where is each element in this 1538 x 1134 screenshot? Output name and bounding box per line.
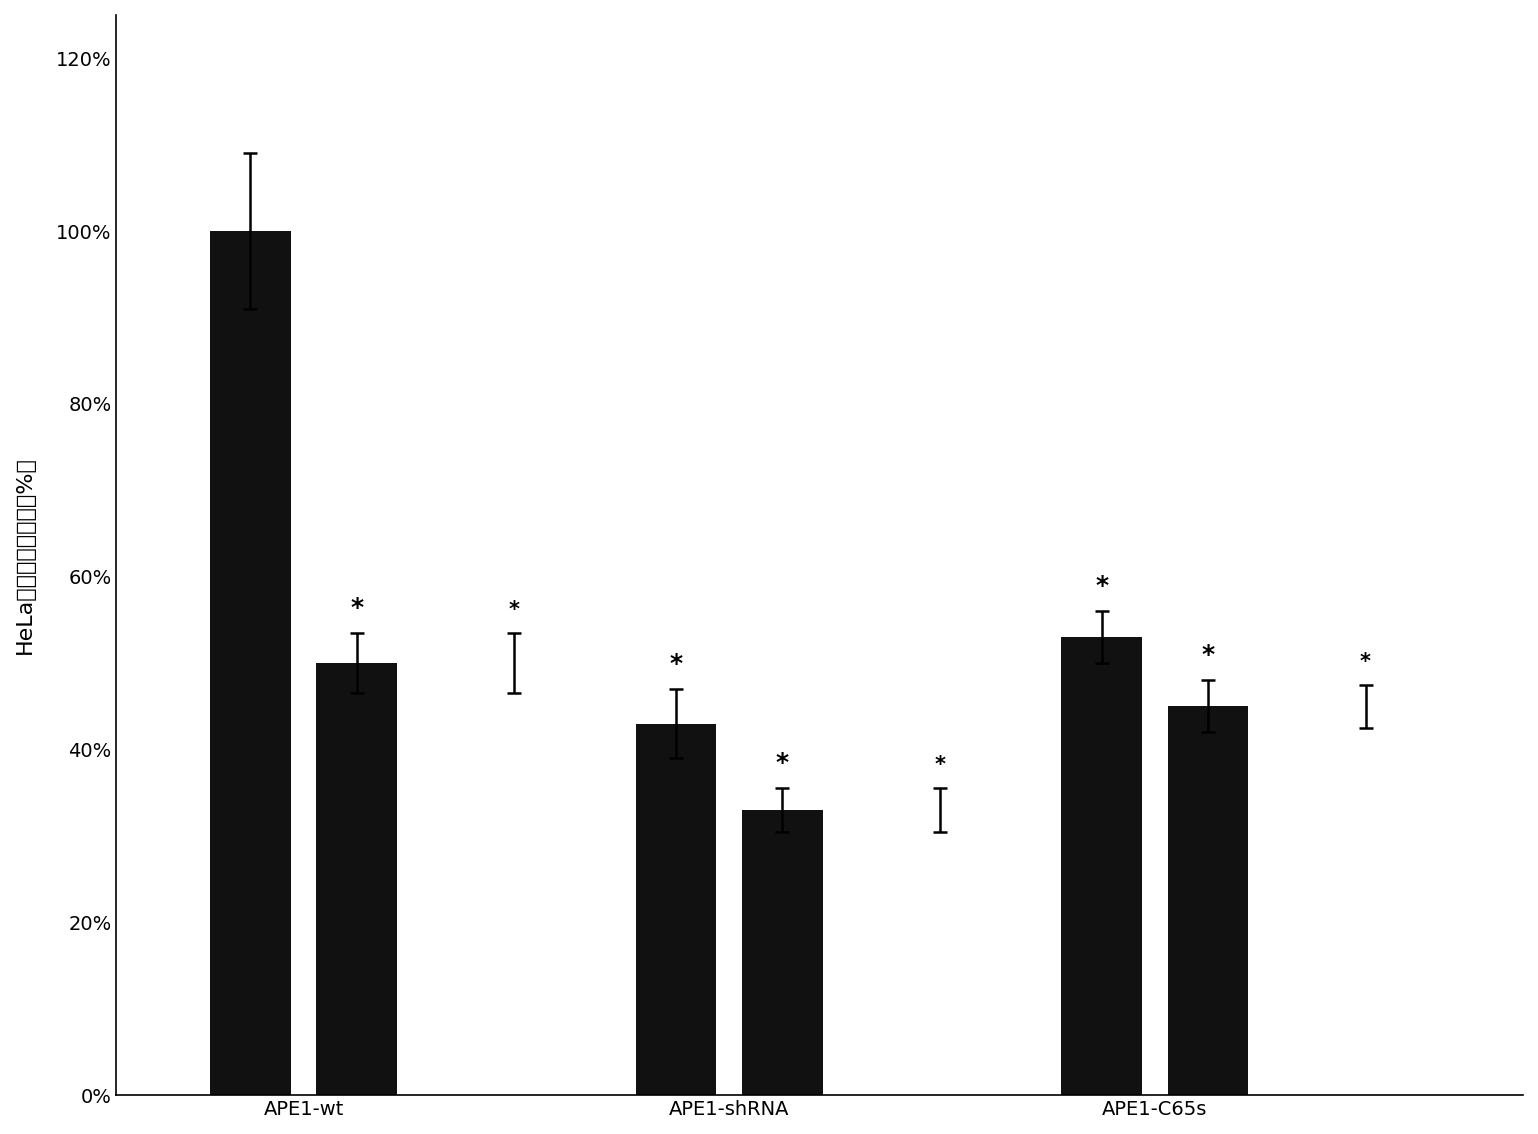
Bar (635, 723, 717, 1095)
Text: *: * (509, 600, 520, 620)
Text: *: * (775, 752, 789, 776)
Text: *: * (669, 652, 683, 676)
Text: *: * (1201, 643, 1215, 668)
Text: *: * (1095, 574, 1109, 599)
Text: *: * (351, 595, 363, 620)
Bar (1061, 637, 1143, 1095)
Bar (317, 663, 397, 1095)
Bar (1167, 706, 1249, 1095)
Y-axis label: HeLa细胞增殖百分比（%）: HeLa细胞增殖百分比（%） (15, 456, 35, 654)
Text: *: * (935, 755, 946, 776)
Bar (741, 810, 823, 1095)
Bar (211, 231, 291, 1095)
Text: *: * (1360, 652, 1370, 671)
